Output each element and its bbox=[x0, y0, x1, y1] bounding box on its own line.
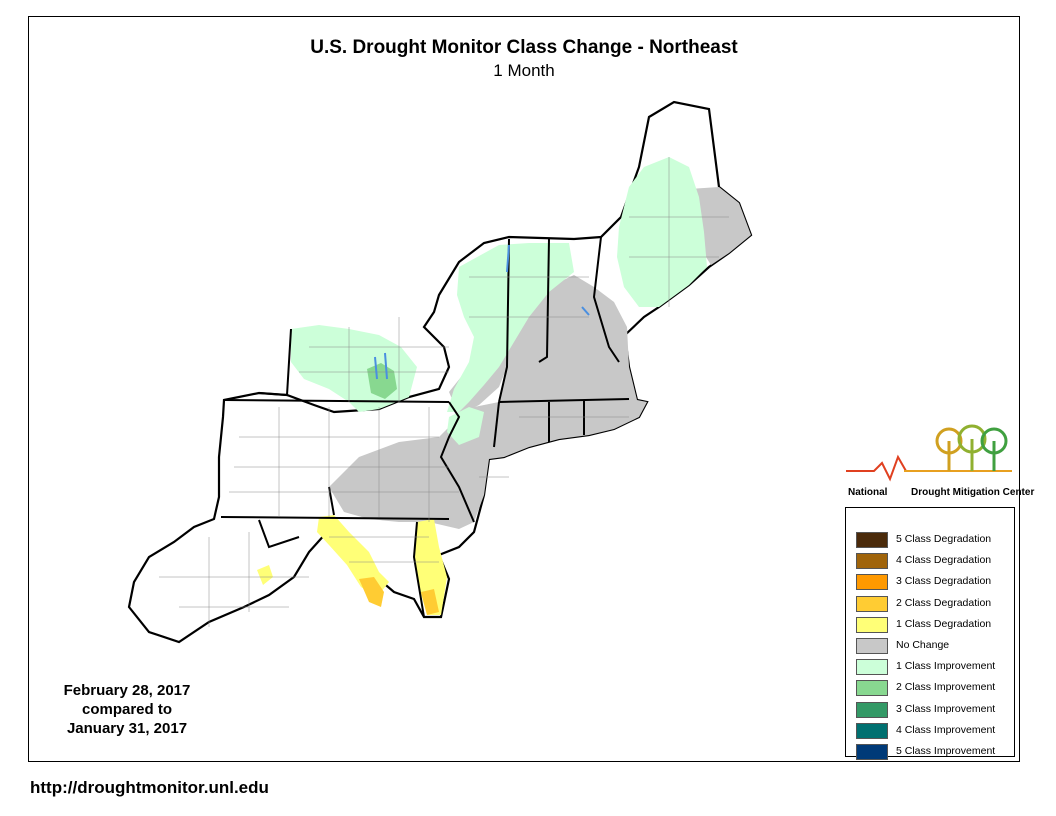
legend-label: 4 Class Improvement bbox=[896, 723, 996, 736]
legend-item: 1 Class Improvement bbox=[856, 659, 1012, 676]
improvement-1-ct-ma bbox=[447, 407, 484, 445]
degradation-2-md-south bbox=[359, 577, 384, 607]
county-lines bbox=[159, 157, 729, 627]
state-boundaries bbox=[220, 236, 630, 618]
legend-swatch bbox=[856, 595, 888, 612]
legend-swatch bbox=[856, 616, 888, 633]
lakes bbox=[374, 244, 590, 380]
trees-icon bbox=[935, 424, 1008, 471]
legend-item: 3 Class Degradation bbox=[856, 574, 1012, 591]
legend-label: 5 Class Degradation bbox=[896, 533, 992, 545]
improvement-1-ny-west bbox=[291, 325, 417, 412]
date-comparison: February 28, 2017 compared to January 31… bbox=[47, 681, 207, 738]
legend-swatch bbox=[856, 638, 888, 654]
legend-swatch bbox=[856, 553, 888, 570]
ndmc-logo-text: National Drought Mitigation Center bbox=[848, 487, 1034, 498]
legend-label: 5 Class Improvement bbox=[896, 745, 996, 757]
source-url[interactable]: http://droughtmonitor.unl.edu bbox=[30, 778, 269, 797]
map-title: U.S. Drought Monitor Class Change - Nort… bbox=[310, 37, 738, 58]
degradation-1-md-de bbox=[317, 515, 389, 597]
legend-label: 1 Class Improvement bbox=[896, 660, 996, 673]
degradation-1-delmarva bbox=[415, 519, 447, 615]
legend: 5 Class Degradation 4 Class Degradation 3 … bbox=[845, 507, 1015, 760]
legend-item: 2 Class Improvement bbox=[856, 680, 1012, 697]
legend-label: 1 Class Degradation bbox=[896, 617, 992, 630]
legend-item: 2 Class Degradation bbox=[856, 595, 1012, 612]
legend-swatch bbox=[856, 680, 888, 697]
degradation-1-wv bbox=[257, 565, 273, 585]
ndmc-org-right: Drought Mitigation Center bbox=[911, 487, 1035, 498]
northeast-map bbox=[127, 100, 753, 644]
map-frame: U.S. Drought Monitor Class Change - Nort… bbox=[28, 16, 1034, 762]
legend-swatch bbox=[856, 701, 888, 718]
map-subtitle: 1 Month bbox=[493, 61, 555, 80]
legend-item: 3 Class Improvement bbox=[856, 701, 1012, 718]
improvement-1-ny-east-vt bbox=[447, 243, 574, 412]
legend-item: 5 Class Improvement bbox=[856, 744, 1012, 760]
no-change-area-east bbox=[329, 275, 647, 529]
ndmc-logo-graphic bbox=[846, 424, 1012, 482]
legend-swatch bbox=[856, 722, 888, 739]
legend-item: No Change bbox=[856, 638, 1012, 654]
previous-date: January 31, 2017 bbox=[66, 720, 188, 737]
legend-swatch bbox=[856, 744, 888, 760]
legend-label: 3 Class Improvement bbox=[896, 702, 996, 715]
legend-label: 4 Class Degradation bbox=[896, 554, 992, 567]
compared-to-label: compared to bbox=[81, 701, 172, 718]
legend-swatch bbox=[856, 574, 888, 591]
ndmc-logo: National Drought Mitigation Center bbox=[844, 421, 1034, 505]
legend-label: 3 Class Degradation bbox=[896, 575, 992, 588]
legend-item: 4 Class Improvement bbox=[856, 722, 1012, 739]
legend-item: 5 Class Degradation bbox=[856, 532, 1012, 548]
legend-swatch bbox=[856, 532, 888, 548]
legend-swatch bbox=[856, 659, 888, 676]
legend-label: 2 Class Improvement bbox=[896, 681, 996, 694]
legend-label: 2 Class Degradation bbox=[896, 596, 992, 609]
improvement-1-maine bbox=[617, 157, 707, 307]
legend-item: 4 Class Degradation bbox=[856, 553, 1012, 570]
legend-label: No Change bbox=[896, 639, 950, 651]
legend-item: 1 Class Degradation bbox=[856, 616, 1012, 633]
ndmc-org-left: National bbox=[848, 487, 888, 498]
degradation-2-delmarva-south bbox=[421, 589, 439, 615]
current-date: February 28, 2017 bbox=[63, 682, 191, 699]
